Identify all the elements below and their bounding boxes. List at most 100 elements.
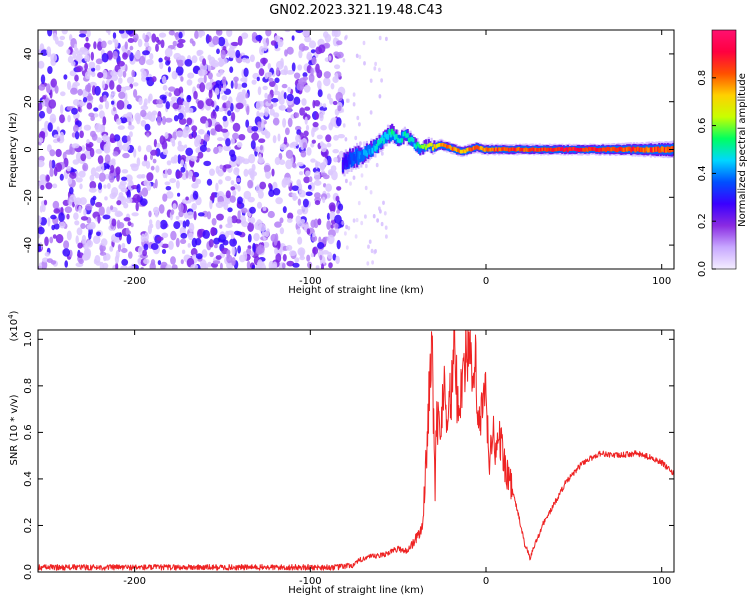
signal-cell	[419, 144, 422, 149]
noise-blob	[305, 191, 313, 197]
signal-cell	[503, 147, 506, 151]
noise-blob	[310, 253, 314, 258]
signal-cell	[464, 149, 467, 154]
noise-blob	[82, 164, 87, 171]
noise-blob	[81, 253, 90, 261]
noise-blob	[166, 168, 172, 175]
noise-blob	[295, 30, 304, 34]
noise-blob	[84, 42, 91, 49]
noise-blob	[326, 142, 332, 148]
noise-blob	[110, 70, 118, 77]
noise-blob	[336, 239, 341, 250]
spectrogram-signal-layer	[341, 123, 674, 177]
noise-blob	[126, 104, 132, 110]
noise-blob	[93, 235, 101, 245]
noise-blob	[274, 221, 282, 228]
noise-blob	[72, 159, 80, 165]
noise-blob	[64, 206, 73, 214]
noise-blob	[47, 66, 53, 74]
signal-cell	[374, 139, 377, 150]
noise-blob	[118, 30, 125, 34]
noise-blob	[117, 69, 123, 78]
noise-blob	[110, 164, 115, 174]
noise-blob	[128, 179, 134, 185]
noise-blob	[215, 201, 224, 209]
noise-blob	[39, 174, 47, 182]
noise-blob	[265, 170, 272, 179]
noise-blob	[264, 230, 270, 238]
noise-blob	[259, 181, 267, 190]
signal-cell	[395, 136, 398, 145]
noise-blob	[102, 94, 107, 102]
noise-blob	[161, 243, 170, 249]
noise-blob	[136, 157, 141, 167]
noise-blob	[78, 205, 82, 214]
noise-blob	[176, 42, 184, 49]
signal-cell	[656, 146, 659, 152]
noise-blob	[297, 236, 303, 245]
snr-y-multiplier: (x104)	[7, 310, 20, 341]
noise-blob	[323, 31, 329, 39]
noise-blob	[230, 137, 235, 145]
noise-blob	[263, 42, 268, 52]
signal-cell	[510, 147, 513, 151]
noise-blob	[78, 170, 86, 178]
noise-blob	[328, 55, 332, 61]
noise-blob	[336, 40, 343, 46]
noise-blob	[233, 167, 240, 176]
signal-cell	[550, 147, 553, 152]
noise-blob	[170, 209, 175, 215]
x-tick-label: 0	[483, 576, 489, 587]
signal-cell	[575, 147, 578, 152]
noise-blob	[330, 83, 335, 90]
noise-blob	[71, 132, 76, 138]
noise-blob	[319, 141, 324, 147]
signal-cell	[630, 148, 633, 153]
signal-cell	[642, 147, 645, 153]
noise-blob	[286, 106, 292, 113]
signal-cell	[557, 147, 560, 151]
noise-blob	[71, 143, 80, 149]
noise-blob	[118, 77, 123, 84]
noise-blob	[273, 90, 281, 96]
noise-blob	[274, 83, 279, 93]
noise-blob	[165, 264, 173, 269]
x-tick-label: -200	[123, 276, 146, 287]
noise-streak	[345, 224, 348, 230]
noise-blob	[122, 152, 130, 159]
noise-blob	[199, 144, 207, 153]
noise-blob	[297, 64, 303, 71]
signal-cell	[517, 147, 520, 151]
noise-blob	[264, 92, 268, 99]
signal-cell	[670, 146, 673, 152]
noise-blob	[165, 60, 171, 66]
signal-cell	[379, 137, 383, 144]
noise-blob	[250, 172, 255, 181]
noise-blob	[82, 48, 90, 55]
noise-blob	[126, 76, 135, 84]
noise-blob	[316, 134, 323, 140]
noise-blob	[74, 74, 79, 82]
noise-blob	[127, 265, 136, 269]
noise-blob	[199, 262, 207, 269]
noise-streak	[342, 123, 346, 128]
noise-blob	[303, 84, 311, 93]
noise-blob	[322, 196, 326, 204]
signal-cell	[548, 147, 551, 152]
noise-blob	[286, 218, 293, 223]
noise-blob	[321, 263, 324, 269]
signal-cell	[381, 135, 384, 141]
noise-blob	[237, 210, 241, 220]
signal-cell	[423, 143, 426, 148]
noise-blob	[79, 197, 87, 206]
noise-blob	[313, 100, 321, 107]
noise-blob	[211, 218, 217, 226]
noise-blob	[251, 132, 259, 141]
noise-streak	[345, 34, 348, 40]
signal-cell	[391, 130, 394, 141]
signal-cell	[465, 148, 468, 152]
signal-cell	[585, 147, 588, 151]
noise-blob	[225, 190, 231, 199]
noise-blob	[53, 223, 60, 230]
noise-blob	[119, 144, 123, 151]
